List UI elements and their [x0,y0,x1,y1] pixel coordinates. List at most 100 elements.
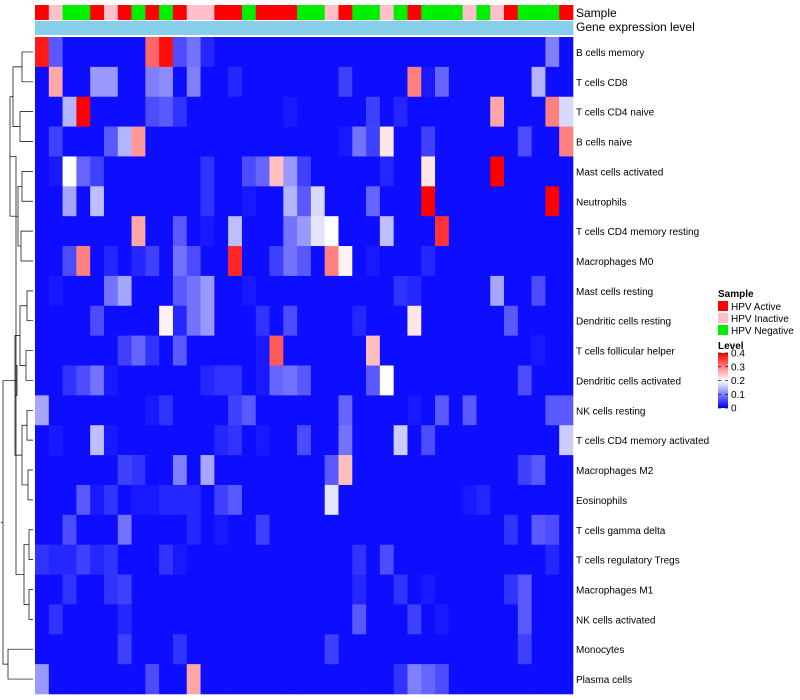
heatmap-cell [269,425,284,456]
gene-expression-cell [338,21,353,35]
heatmap-cell [421,544,436,575]
row-label: Macrophages M2 [576,466,654,477]
row-label: NK cells activated [576,615,655,626]
heatmap-cell [269,37,284,68]
heatmap-cell [379,484,394,516]
heatmap-cell [255,365,270,396]
gene-expression-cell [421,21,436,35]
heatmap-cell [531,305,546,336]
heatmap-cell [517,156,532,187]
heatmap-cell [48,604,63,635]
heatmap-cell [379,514,394,545]
heatmap-cell [297,365,312,396]
heatmap-cell [462,574,477,605]
heatmap-cell [241,544,257,575]
heatmap-cell [379,216,394,247]
heatmap-cell [255,455,270,486]
heatmap-cell [531,246,546,277]
heatmap-cell [490,634,505,665]
heatmap-cell [490,574,505,605]
heatmap-cell [200,425,215,456]
heatmap-cell [379,664,394,695]
heatmap-cell [48,37,63,68]
heatmap-cell [103,246,119,277]
row-label: Dendritic cells activated [576,376,681,387]
heatmap-cell [48,335,63,366]
sample-annotation-cell [448,5,463,20]
heatmap-cell [200,186,215,217]
heatmap-cell [324,216,339,247]
gene-expression-cell [200,21,215,35]
heatmap-cell [352,66,367,98]
heatmap-cell [200,275,215,307]
gene-expression-cell [435,21,450,35]
heatmap-cell [269,186,284,217]
heatmap-cell [421,514,436,545]
heatmap-cell [283,126,298,157]
heatmap-cell [283,305,298,336]
heatmap-cell [297,634,312,665]
heatmap-cell [366,425,381,456]
sample-annotation-cell [145,5,160,20]
heatmap-cell [559,604,574,635]
heatmap-cell [490,66,505,98]
heatmap-cell [145,425,160,456]
heatmap-cell [421,96,436,127]
heatmap-cell [35,126,50,157]
heatmap-cell [76,365,91,396]
heatmap-cell [283,96,298,127]
heatmap-cell [241,365,257,396]
heatmap-cell [214,275,229,307]
heatmap-cell [545,186,560,217]
heatmap-cell [435,425,450,456]
heatmap-cell [228,186,243,217]
heatmap-cell [379,634,394,665]
heatmap-cell [48,156,63,187]
heatmap-cell [448,634,463,665]
level-legend: Level 0.4 0.3 0.2 0.1 0 [718,341,745,415]
heatmap-cell [131,425,146,456]
heatmap-cell [283,484,298,516]
heatmap-cell [186,514,201,545]
heatmap-cell [283,37,298,68]
heatmap-cell [76,395,91,426]
heatmap-cell [145,514,160,545]
heatmap-cell [462,335,477,366]
heatmap-cell [62,634,77,665]
heatmap-cell [76,634,91,665]
heatmap-cell [421,246,436,277]
heatmap-cell [214,335,229,366]
heatmap-cell [324,425,339,456]
heatmap-cell [48,425,63,456]
heatmap-cell [62,484,77,516]
heatmap-cell [241,574,257,605]
heatmap-cell [407,664,422,695]
gene-expression-cell [35,21,50,35]
heatmap-cell [90,574,105,605]
heatmap-cell [366,305,381,336]
heatmap-cell [545,275,560,307]
heatmap-cell [462,66,477,98]
heatmap-cell [517,395,532,426]
heatmap-cell [490,156,505,187]
heatmap-cell [310,66,325,98]
heatmap-cell [117,305,132,336]
gene-expression-track-label: Gene expression level [576,20,695,34]
heatmap-cell [559,544,574,575]
gene-expression-cell [531,21,546,35]
heatmap-cell [297,275,312,307]
heatmap-cell [131,126,146,157]
heatmap-cell [35,275,50,307]
heatmap-cell [48,664,63,695]
heatmap-cell [393,275,408,307]
heatmap-cell [435,365,450,396]
heatmap-cell [76,335,91,366]
level-color-bar [718,353,728,408]
heatmap-cell [352,455,367,486]
heatmap-cell [35,455,50,486]
heatmap-cell [462,634,477,665]
heatmap-cell [117,126,132,157]
heatmap-cell [393,365,408,396]
heatmap-cell [504,216,519,247]
heatmap-cell [462,96,477,127]
